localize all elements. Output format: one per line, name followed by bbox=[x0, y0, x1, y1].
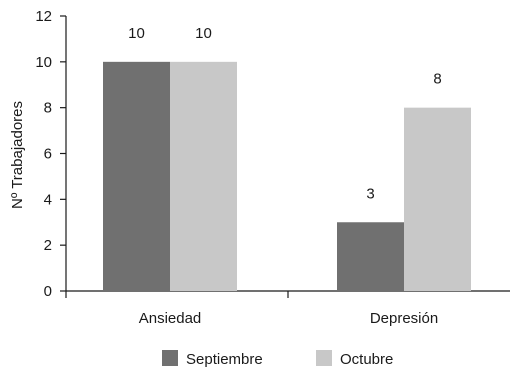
category-label: Depresión bbox=[370, 310, 438, 327]
y-tick-label: 2 bbox=[44, 237, 52, 254]
category-labels: Ansiedad Depresión bbox=[139, 310, 438, 327]
bar-septiembre-depresión bbox=[337, 222, 404, 291]
y-tick-label: 4 bbox=[44, 191, 52, 208]
data-label: 3 bbox=[366, 185, 374, 202]
y-ticks: 0 2 4 6 8 10 12 bbox=[35, 8, 66, 300]
y-tick-label: 6 bbox=[44, 146, 52, 163]
y-tick-label: 0 bbox=[44, 283, 52, 300]
x-ticks bbox=[65, 291, 289, 298]
y-tick-label: 10 bbox=[35, 54, 52, 71]
legend: Septiembre Octubre bbox=[162, 350, 393, 367]
bar-septiembre-ansiedad bbox=[103, 61, 170, 292]
x-axis bbox=[65, 290, 510, 298]
y-axis: 0 2 4 6 8 10 12 bbox=[35, 8, 67, 300]
category-label: Ansiedad bbox=[139, 310, 202, 327]
data-label: 10 bbox=[128, 25, 145, 42]
legend-label: Septiembre bbox=[186, 351, 263, 367]
y-tick-label: 8 bbox=[44, 100, 52, 117]
data-label: 8 bbox=[433, 71, 441, 88]
data-label: 10 bbox=[195, 25, 212, 42]
legend-swatch-septiembre bbox=[162, 350, 178, 366]
bar-octubre-ansiedad bbox=[170, 61, 237, 292]
y-axis-title: Nº Trabajadores bbox=[9, 101, 26, 209]
legend-swatch-octubre bbox=[316, 350, 332, 366]
data-labels: 10 10 3 8 bbox=[128, 25, 442, 202]
bars bbox=[103, 61, 471, 292]
bar-octubre-depresión bbox=[404, 107, 471, 292]
y-tick-label: 12 bbox=[35, 8, 52, 25]
legend-label: Octubre bbox=[340, 351, 393, 367]
